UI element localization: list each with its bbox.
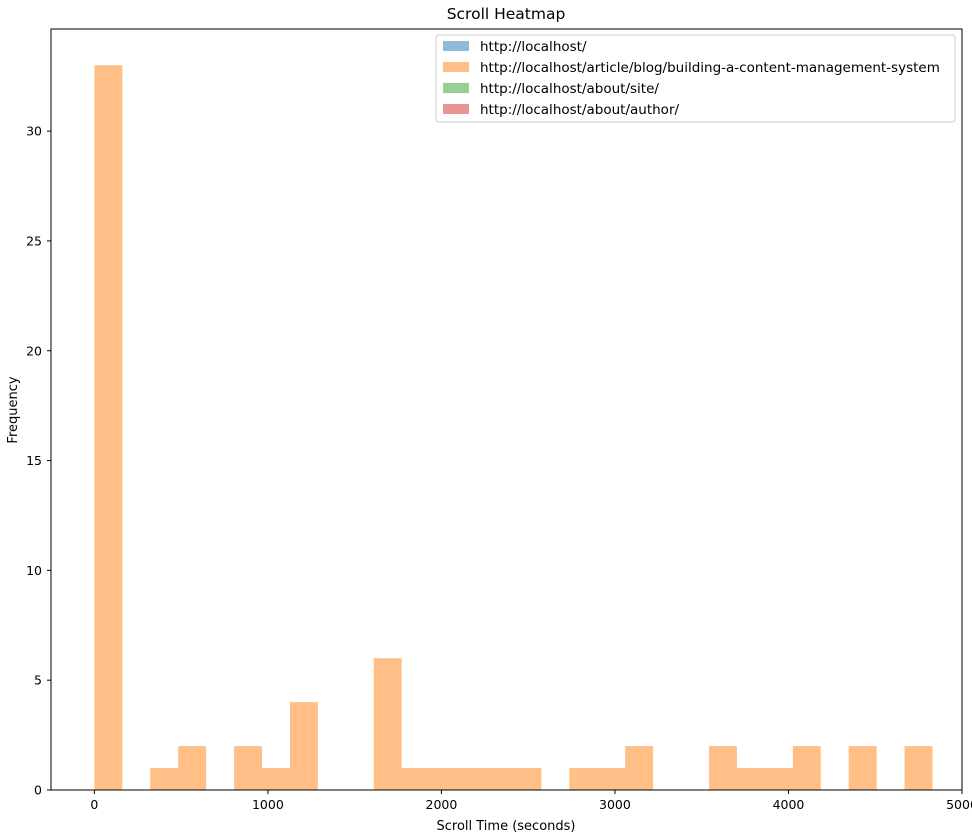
y-axis-label: Frequency [6,376,21,443]
legend-swatch [443,104,469,114]
x-axis-label: Scroll Time (seconds) [437,819,576,834]
x-tick-label: 4000 [773,797,805,812]
y-tick-label: 30 [26,124,42,139]
y-tick-label: 10 [26,563,42,578]
histogram-bar [569,768,598,790]
histogram-bar [234,746,263,790]
histogram-bar [457,768,486,790]
legend: http://localhost/http://localhost/articl… [435,34,956,123]
histogram-bar [289,702,318,790]
x-tick-label: 2000 [426,797,458,812]
histogram-bar [150,768,179,790]
legend-swatch [443,83,469,93]
histogram-bar [904,746,933,790]
histogram-bar [513,768,542,790]
legend-label: http://localhost/article/blog/building-a… [480,60,940,76]
y-tick-label: 5 [34,673,42,688]
legend-swatch [443,41,469,51]
histogram-bar [262,768,290,790]
plot-frame [50,28,963,791]
legend-label: http://localhost/about/site/ [480,81,659,97]
histogram-bar [597,768,626,790]
histogram-bar [848,746,877,790]
x-tick-label: 1000 [252,797,284,812]
y-tick-label: 15 [26,453,42,468]
y-tick-label: 0 [34,783,42,798]
x-tick-label: 3000 [599,797,631,812]
bars-layer [94,65,933,790]
y-tick-label: 20 [26,343,42,358]
histogram-bar [429,768,458,790]
x-tick-label: 0 [90,797,98,812]
histogram-bar [401,768,430,790]
legend-swatch [443,62,469,72]
histogram-bar [764,768,793,790]
histogram-bar [625,746,654,790]
legend-label: http://localhost/about/author/ [480,102,679,118]
legend-label: http://localhost/ [480,39,587,55]
y-axis: 0 5 10 15 20 25 30 [26,124,51,798]
histogram-bar [178,746,207,790]
histogram-bar [94,65,123,790]
chart-title: Scroll Heatmap [447,5,566,23]
histogram-bar [792,746,821,790]
histogram-bar [485,768,514,790]
histogram-bar [373,658,402,790]
legend-box [435,34,956,123]
histogram-bar [709,746,737,790]
histogram-bar [736,768,765,790]
y-tick-label: 25 [26,233,42,248]
